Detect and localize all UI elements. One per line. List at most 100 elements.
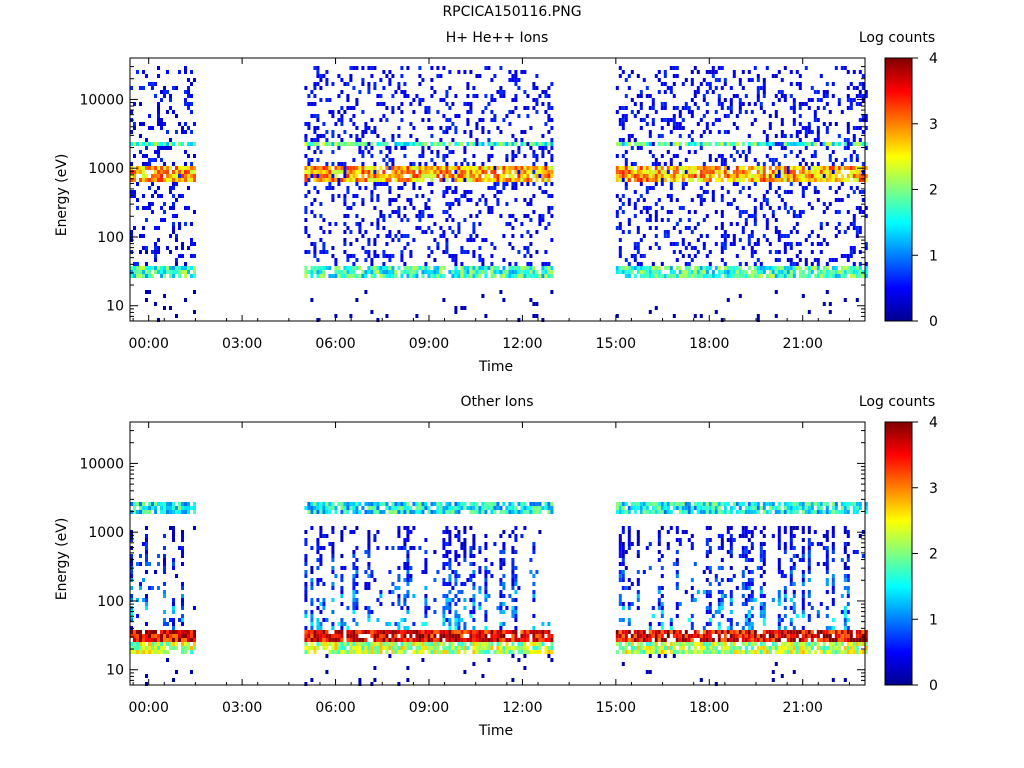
heatmap-cell <box>313 246 317 250</box>
heatmap-cell <box>346 274 350 278</box>
heatmap-cell <box>130 630 133 634</box>
panel-title: Other Ions <box>460 394 533 410</box>
heatmap-cell <box>840 198 844 202</box>
heatmap-cell <box>759 86 763 90</box>
heatmap-cell <box>424 566 428 570</box>
heatmap-cell <box>409 634 413 638</box>
heatmap-cell <box>310 646 314 650</box>
heatmap-cell <box>448 106 452 110</box>
heatmap-cell <box>451 586 455 590</box>
heatmap-cell <box>490 638 494 642</box>
heatmap-cell <box>130 586 133 590</box>
heatmap-cell <box>409 198 413 202</box>
heatmap-cell <box>304 626 308 630</box>
heatmap-cell <box>343 526 347 530</box>
heatmap-cell <box>651 178 655 182</box>
heatmap-cell <box>478 170 482 174</box>
heatmap-cell <box>343 506 347 510</box>
heatmap-cell <box>544 506 548 510</box>
heatmap-cell <box>181 510 184 514</box>
heatmap-cell <box>747 234 751 238</box>
heatmap-cell <box>379 642 383 646</box>
heatmap-cell <box>310 570 314 574</box>
heatmap-cell <box>484 178 488 182</box>
heatmap-cell <box>645 266 649 270</box>
heatmap-cell <box>738 266 742 270</box>
heatmap-cell <box>394 502 398 506</box>
heatmap-cell <box>544 170 548 174</box>
heatmap-cell <box>478 254 482 258</box>
heatmap-cell <box>442 194 446 198</box>
heatmap-cell <box>445 598 449 602</box>
heatmap-cell <box>735 206 739 210</box>
heatmap-cell <box>481 646 485 650</box>
heatmap-cell <box>520 138 524 142</box>
heatmap-cell <box>403 182 407 186</box>
heatmap-cell <box>526 174 530 178</box>
heatmap-cell <box>478 142 482 146</box>
heatmap-cell <box>684 170 688 174</box>
heatmap-cell <box>385 646 389 650</box>
heatmap-cell <box>615 226 619 230</box>
heatmap-cell <box>475 74 479 78</box>
heatmap-cell <box>810 166 814 170</box>
heatmap-cell <box>550 646 554 650</box>
heatmap-cell <box>834 122 838 126</box>
heatmap-cell <box>376 530 380 534</box>
heatmap-cell <box>645 142 649 146</box>
heatmap-cell <box>753 218 757 222</box>
heatmap-cell <box>313 510 317 514</box>
heatmap-cell <box>181 546 184 550</box>
heatmap-cell <box>361 142 365 146</box>
heatmap-cell <box>472 594 476 598</box>
heatmap-cell <box>675 166 679 170</box>
heatmap-cell <box>523 654 527 658</box>
heatmap-cell <box>340 574 344 578</box>
heatmap-cell <box>322 166 326 170</box>
heatmap-cell <box>705 274 709 278</box>
heatmap-cell <box>316 550 320 554</box>
heatmap-cell <box>454 574 458 578</box>
heatmap-cell <box>352 602 356 606</box>
heatmap-cell <box>526 170 530 174</box>
heatmap-cell <box>645 170 649 174</box>
heatmap-cell <box>550 174 554 178</box>
heatmap-cell <box>142 502 145 506</box>
x-tick-label: 09:00 <box>409 336 449 352</box>
heatmap-cell <box>409 250 413 254</box>
heatmap-cell <box>723 142 727 146</box>
heatmap-cell <box>145 298 148 302</box>
heatmap-cell <box>792 102 796 106</box>
heatmap-cell <box>358 266 362 270</box>
heatmap-cell <box>469 174 473 178</box>
heatmap-cell <box>133 154 136 158</box>
heatmap-cell <box>526 634 530 638</box>
heatmap-cell <box>756 98 760 102</box>
heatmap-cell <box>469 134 473 138</box>
heatmap-cell <box>768 174 772 178</box>
heatmap-cell <box>487 594 491 598</box>
heatmap-cell <box>145 650 148 654</box>
heatmap-cell <box>472 662 476 666</box>
heatmap-cell <box>621 554 625 558</box>
heatmap-cell <box>807 142 811 146</box>
heatmap-cell <box>181 534 184 538</box>
heatmap-cell <box>630 634 634 638</box>
heatmap-cell <box>379 266 383 270</box>
heatmap-cell <box>789 230 793 234</box>
heatmap-cell <box>663 274 667 278</box>
heatmap-cell <box>130 594 133 598</box>
heatmap-cell <box>636 178 640 182</box>
heatmap-cell <box>529 266 533 270</box>
heatmap-cell <box>319 546 323 550</box>
heatmap-cell <box>499 214 503 218</box>
heatmap-cell <box>726 130 730 134</box>
heatmap-cell <box>765 138 769 142</box>
heatmap-cell <box>193 178 196 182</box>
heatmap-cell <box>394 198 398 202</box>
heatmap-cell <box>319 506 323 510</box>
heatmap-cell <box>400 646 404 650</box>
heatmap-cell <box>133 226 136 230</box>
heatmap-cell <box>660 174 664 178</box>
heatmap-cell <box>382 502 386 506</box>
